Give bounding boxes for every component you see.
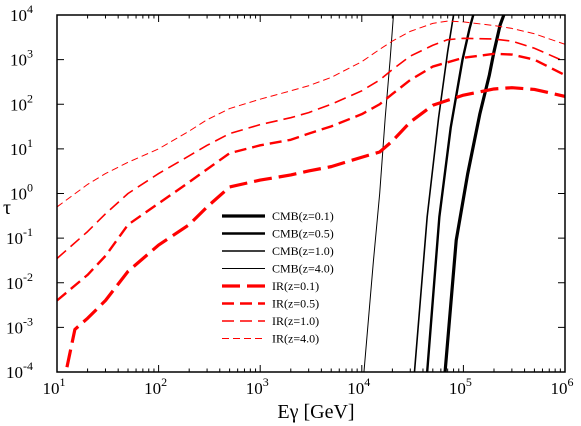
legend-label: CMB(z=0.5) — [272, 227, 334, 241]
legend-label: IR(z=0.1) — [272, 279, 319, 293]
y-tick-label-base: 10 — [10, 140, 27, 159]
y-tick-label-exponent: -4 — [23, 359, 33, 373]
x-tick-label-exponent: 5 — [466, 375, 472, 389]
x-tick-label: 105 — [449, 375, 472, 398]
y-tick-label-exponent: -1 — [23, 225, 33, 239]
legend-label: CMB(z=0.1) — [272, 209, 334, 223]
series-line-cmb-z-4-0 — [363, 15, 394, 372]
x-tick-label-base: 10 — [43, 379, 60, 398]
y-tick-label-exponent: 1 — [27, 136, 33, 150]
y-tick-label: 10-2 — [6, 270, 33, 293]
y-tick-label-exponent: 3 — [27, 47, 33, 61]
series-line-cmb-z-0-5 — [425, 15, 475, 372]
legend-entry: CMB(z=1.0) — [222, 244, 334, 258]
y-tick-label: 104 — [10, 2, 33, 25]
y-tick-label: 10-3 — [6, 314, 33, 337]
axis-labels: Eγ [GeV] τ — [3, 197, 355, 423]
legend-label: CMB(z=1.0) — [272, 244, 334, 258]
x-tick-label-base: 10 — [449, 379, 466, 398]
x-tick-label-exponent: 4 — [364, 375, 370, 389]
y-tick-label-base: 10 — [10, 51, 27, 70]
x-tick-label-base: 10 — [144, 379, 161, 398]
series-line-cmb-z-0-1 — [443, 15, 506, 372]
series-line-ir-z-4-0 — [57, 20, 565, 208]
series-line-cmb-z-1-0 — [413, 15, 455, 372]
x-tick-label-exponent: 3 — [263, 375, 269, 389]
x-tick-label: 103 — [246, 375, 269, 398]
x-tick-label: 104 — [347, 375, 370, 398]
y-tick-label: 103 — [10, 47, 33, 70]
legend-label: IR(z=4.0) — [272, 332, 319, 346]
axis-ticks — [56, 14, 566, 373]
legend-entry: CMB(z=0.1) — [222, 209, 334, 223]
y-tick-label-base: 10 — [10, 6, 27, 25]
y-tick-label: 10-4 — [6, 359, 33, 382]
y-tick-label-exponent: 4 — [27, 2, 33, 16]
x-tick-label-exponent: 6 — [568, 375, 574, 389]
x-axis-label: Eγ [GeV] — [277, 401, 354, 423]
legend-entry: CMB(z=4.0) — [222, 262, 334, 276]
y-tick-label-exponent: -3 — [23, 314, 33, 328]
x-tick-label-base: 10 — [347, 379, 364, 398]
axis-tick-labels: 101 102 103 104 105 10610-410-310-210-1100101… — [6, 2, 574, 398]
y-tick-label: 100 — [10, 181, 33, 204]
x-tick-label-exponent: 1 — [60, 375, 66, 389]
legend-entry: IR(z=0.5) — [222, 297, 319, 311]
x-tick-label-base: 10 — [246, 379, 263, 398]
x-tick-label: 106 — [551, 375, 574, 398]
legend-label: IR(z=0.5) — [272, 297, 319, 311]
y-tick-label-exponent: -2 — [23, 270, 33, 284]
legend-entry: CMB(z=0.5) — [222, 227, 334, 241]
series-layer — [57, 15, 565, 372]
x-tick-label-exponent: 2 — [161, 375, 167, 389]
y-axis-label: τ — [3, 197, 11, 219]
series-line-ir-z-0-1 — [64, 86, 565, 372]
y-tick-label: 10-1 — [6, 225, 33, 248]
x-tick-label: 102 — [144, 375, 167, 398]
y-tick-label-exponent: 0 — [27, 181, 33, 195]
y-tick-label-base: 10 — [10, 95, 27, 114]
y-tick-label-base: 10 — [6, 363, 23, 382]
y-tick-label-base: 10 — [6, 274, 23, 293]
legend-entry: IR(z=1.0) — [222, 314, 319, 328]
y-tick-label-base: 10 — [6, 229, 23, 248]
legend-label: CMB(z=4.0) — [272, 262, 334, 276]
y-tick-label: 101 — [10, 136, 33, 159]
y-tick-label-exponent: 2 — [27, 91, 33, 105]
legend-label: IR(z=1.0) — [272, 314, 319, 328]
y-tick-label-base: 10 — [6, 318, 23, 337]
legend: CMB(z=0.1) CMB(z=0.5) CMB(z=1.0) CMB(z=4.0)… — [222, 209, 334, 346]
legend-entry: IR(z=4.0) — [222, 332, 319, 346]
legend-entry: IR(z=0.1) — [222, 279, 319, 293]
x-tick-label-base: 10 — [551, 379, 568, 398]
y-tick-label-base: 10 — [10, 185, 27, 204]
x-tick-label: 101 — [43, 375, 66, 398]
y-tick-label: 102 — [10, 91, 33, 114]
